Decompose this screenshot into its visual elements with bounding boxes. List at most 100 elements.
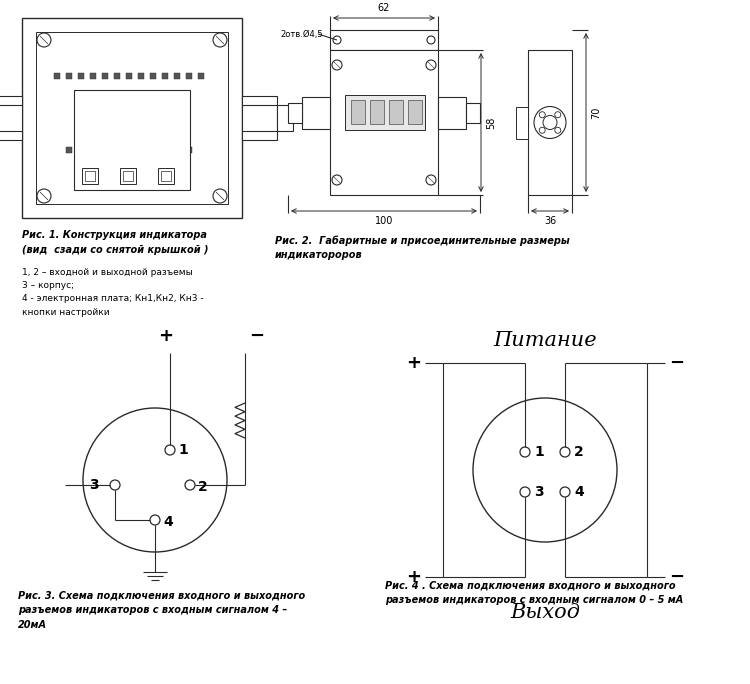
Bar bbox=[389, 99, 403, 124]
Bar bbox=[174, 73, 180, 79]
Text: Питание: Питание bbox=[494, 330, 597, 350]
Text: Рис. 4 . Схема подключения входного и выходного
разъемов индикаторов с входным с: Рис. 4 . Схема подключения входного и вы… bbox=[385, 580, 683, 605]
Text: 70: 70 bbox=[591, 106, 601, 119]
Bar bbox=[351, 99, 365, 124]
Circle shape bbox=[520, 487, 530, 497]
Circle shape bbox=[333, 36, 341, 44]
Bar bbox=[126, 73, 132, 79]
Bar bbox=[90, 73, 96, 79]
Bar bbox=[186, 147, 192, 153]
Text: 1: 1 bbox=[534, 445, 544, 459]
Bar bbox=[114, 73, 120, 79]
Text: Выход: Выход bbox=[510, 603, 580, 622]
Text: 3: 3 bbox=[534, 485, 544, 499]
Circle shape bbox=[213, 189, 227, 203]
Text: 62: 62 bbox=[378, 3, 390, 13]
Circle shape bbox=[185, 480, 195, 490]
Bar bbox=[138, 73, 144, 79]
Bar bbox=[150, 73, 156, 79]
Bar bbox=[330, 30, 438, 50]
Circle shape bbox=[426, 175, 436, 185]
Circle shape bbox=[213, 33, 227, 47]
Bar bbox=[438, 96, 466, 129]
Bar bbox=[370, 99, 384, 124]
Text: 2: 2 bbox=[574, 445, 584, 459]
Bar bbox=[36, 32, 228, 204]
Bar bbox=[242, 96, 277, 140]
Bar bbox=[158, 168, 174, 184]
Text: −: − bbox=[249, 327, 264, 345]
Bar bbox=[22, 18, 242, 218]
Circle shape bbox=[560, 487, 570, 497]
Circle shape bbox=[426, 60, 436, 70]
Bar bbox=[102, 147, 108, 153]
Text: 36: 36 bbox=[544, 216, 556, 226]
Bar bbox=[150, 147, 156, 153]
Bar bbox=[174, 147, 180, 153]
Bar bbox=[138, 147, 144, 153]
Circle shape bbox=[555, 111, 561, 118]
Circle shape bbox=[539, 127, 545, 133]
Text: Рис. 1. Конструкция индикатора
(вид  сзади со снятой крышкой ): Рис. 1. Конструкция индикатора (вид сзад… bbox=[22, 230, 209, 255]
Circle shape bbox=[37, 189, 51, 203]
Bar bbox=[302, 96, 330, 129]
Circle shape bbox=[83, 408, 227, 552]
Bar bbox=[330, 50, 438, 195]
Bar bbox=[162, 73, 168, 79]
Bar bbox=[528, 50, 572, 195]
Bar bbox=[66, 147, 72, 153]
Circle shape bbox=[110, 480, 120, 490]
Bar bbox=[408, 99, 422, 124]
Circle shape bbox=[37, 33, 51, 47]
Circle shape bbox=[473, 398, 617, 542]
Bar bbox=[0, 96, 22, 140]
Text: 2: 2 bbox=[198, 480, 208, 494]
Text: 1: 1 bbox=[178, 443, 188, 457]
Bar bbox=[85, 171, 95, 181]
Bar bbox=[78, 73, 84, 79]
Bar bbox=[120, 168, 136, 184]
Text: 100: 100 bbox=[375, 216, 393, 226]
Circle shape bbox=[560, 447, 570, 457]
Text: −: − bbox=[669, 354, 684, 372]
Circle shape bbox=[520, 447, 530, 457]
Circle shape bbox=[332, 175, 342, 185]
Bar bbox=[161, 171, 171, 181]
Bar bbox=[54, 73, 60, 79]
Circle shape bbox=[539, 111, 545, 118]
Bar bbox=[162, 147, 168, 153]
Bar bbox=[345, 94, 425, 129]
Bar bbox=[90, 147, 96, 153]
Bar bbox=[74, 90, 190, 190]
Text: +: + bbox=[406, 354, 421, 372]
Bar bbox=[198, 73, 204, 79]
Bar bbox=[114, 147, 120, 153]
Bar bbox=[102, 73, 108, 79]
Circle shape bbox=[332, 60, 342, 70]
Bar bbox=[66, 73, 72, 79]
Bar bbox=[78, 147, 84, 153]
Text: +: + bbox=[406, 568, 421, 586]
Text: Рис. 3. Схема подключения входного и выходного
разъемов индикаторов с входным си: Рис. 3. Схема подключения входного и вых… bbox=[18, 590, 305, 629]
Text: 4: 4 bbox=[574, 485, 584, 499]
Bar bbox=[466, 103, 480, 122]
Text: 3: 3 bbox=[89, 478, 99, 492]
Bar bbox=[186, 73, 192, 79]
Circle shape bbox=[543, 116, 557, 129]
Circle shape bbox=[555, 127, 561, 133]
Bar bbox=[288, 103, 302, 122]
Text: 2отв.Ø4,5: 2отв.Ø4,5 bbox=[280, 29, 322, 38]
Circle shape bbox=[150, 515, 160, 525]
Bar bbox=[277, 105, 293, 131]
Text: 58: 58 bbox=[486, 116, 496, 129]
Bar bbox=[123, 171, 133, 181]
Text: 4: 4 bbox=[163, 515, 172, 529]
Bar bbox=[126, 147, 132, 153]
Circle shape bbox=[427, 36, 435, 44]
Text: +: + bbox=[158, 327, 173, 345]
Text: −: − bbox=[669, 568, 684, 586]
Circle shape bbox=[165, 445, 175, 455]
Text: Рис. 2.  Габаритные и присоединительные размеры
индикатороров: Рис. 2. Габаритные и присоединительные р… bbox=[275, 235, 570, 261]
Text: 1, 2 – входной и выходной разъемы
3 – корпус;
4 - электронная плата; Кн1,Кн2, Кн: 1, 2 – входной и выходной разъемы 3 – ко… bbox=[22, 268, 203, 317]
Circle shape bbox=[534, 107, 566, 138]
